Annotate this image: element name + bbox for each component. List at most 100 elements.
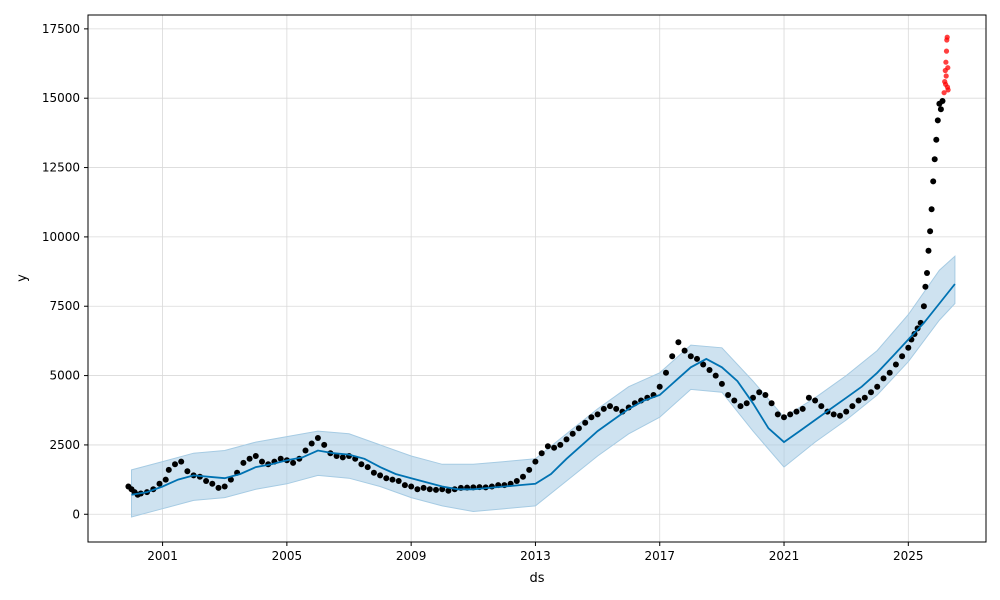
uncertainty-band: [131, 255, 956, 518]
observed-point: [364, 464, 371, 471]
outlier-point: [941, 90, 947, 96]
observed-point: [855, 397, 862, 404]
observed-point: [439, 486, 446, 493]
observed-point: [321, 441, 328, 448]
observed-point: [215, 484, 222, 491]
observed-point: [221, 483, 228, 490]
observed-point: [551, 444, 558, 451]
y-tick-label: 15000: [42, 91, 80, 105]
observed-point: [905, 344, 912, 351]
observed-point: [433, 486, 439, 493]
observed-point: [600, 405, 607, 412]
observed-point: [920, 303, 927, 310]
observed-point: [607, 403, 613, 410]
observed-point: [718, 380, 725, 387]
observed-point: [184, 468, 191, 475]
observed-point: [240, 459, 247, 466]
observed-point: [768, 400, 775, 407]
observed-point: [799, 405, 806, 412]
observed-point: [383, 475, 390, 482]
observed-point: [868, 389, 874, 396]
outlier-point: [944, 34, 950, 40]
observed-point: [172, 461, 178, 468]
x-tick-label: 2005: [272, 549, 303, 563]
observed-point: [532, 458, 539, 465]
observed-point: [377, 472, 384, 479]
y-tick-label: 17500: [42, 22, 80, 36]
observed-point: [308, 440, 315, 447]
observed-point: [395, 478, 402, 484]
uncertainty-interval: [131, 255, 956, 518]
observed-point: [426, 486, 433, 493]
observed-point: [675, 339, 682, 346]
observed-point: [930, 178, 937, 185]
observed-point: [520, 473, 526, 480]
observed-point: [700, 361, 707, 368]
observed-point: [246, 455, 253, 462]
observed-point: [928, 206, 935, 213]
observed-point: [743, 400, 750, 407]
observed-point: [781, 414, 787, 421]
observed-point: [401, 482, 408, 489]
observed-point: [939, 98, 946, 104]
observed-point: [830, 411, 837, 418]
observed-point: [681, 347, 688, 354]
observed-point: [874, 383, 881, 390]
observed-point: [389, 476, 396, 483]
observed-point: [925, 247, 932, 254]
observed-point: [861, 394, 868, 401]
observed-point: [731, 397, 738, 404]
observed-point: [526, 466, 533, 473]
observed-point: [712, 372, 719, 379]
y-tick-label: 5000: [49, 369, 80, 383]
forecast-line-group: [131, 283, 956, 496]
observed-point: [252, 453, 259, 459]
observed-point: [588, 414, 595, 421]
outlier-points: [941, 34, 951, 96]
observed-point: [880, 375, 887, 382]
observed-point: [706, 367, 713, 373]
observed-point: [156, 480, 163, 487]
observed-point: [937, 106, 944, 113]
y-axis-ticks: 0 2500 5000 7500 10000 12500 15000 17500: [42, 22, 88, 521]
observed-point: [924, 270, 930, 276]
y-tick-label: 10000: [42, 230, 80, 244]
observed-point: [756, 389, 763, 396]
observed-point: [669, 353, 676, 360]
plot-frame: [87, 14, 987, 543]
observed-point: [314, 435, 321, 441]
x-tick-label: 2025: [893, 549, 924, 563]
x-axis-label: ds: [529, 571, 544, 586]
observed-point: [886, 369, 893, 376]
observed-point: [538, 450, 545, 457]
observed-point: [575, 425, 582, 432]
observed-point: [818, 403, 825, 410]
forecast-line: [131, 283, 956, 496]
observed-point: [162, 476, 169, 483]
observed-point: [358, 461, 365, 468]
observed-point: [774, 411, 781, 418]
observed-point: [837, 412, 843, 419]
observed-point: [694, 355, 700, 362]
x-tick-label: 2009: [396, 549, 427, 563]
x-tick-label: 2021: [769, 549, 800, 563]
observed-point: [165, 466, 172, 473]
y-tick-label: 2500: [49, 438, 80, 452]
outlier-point: [945, 65, 951, 71]
outlier-point: [945, 87, 951, 93]
observed-point: [277, 455, 284, 462]
observed-point: [787, 411, 794, 418]
observed-point: [209, 480, 216, 487]
observed-point: [843, 408, 850, 415]
observed-point: [544, 443, 551, 450]
observed-point: [290, 459, 297, 466]
observed-point: [931, 156, 938, 163]
observed-point: [922, 283, 929, 290]
observed-point: [227, 476, 234, 483]
observed-point: [302, 447, 309, 454]
observed-point: [203, 478, 210, 484]
observed-point: [557, 441, 564, 448]
observed-point: [793, 408, 800, 415]
observed-point: [582, 419, 589, 426]
x-axis-ticks: 2001 2005 2009 2013 2017 2021 2025: [147, 542, 924, 563]
